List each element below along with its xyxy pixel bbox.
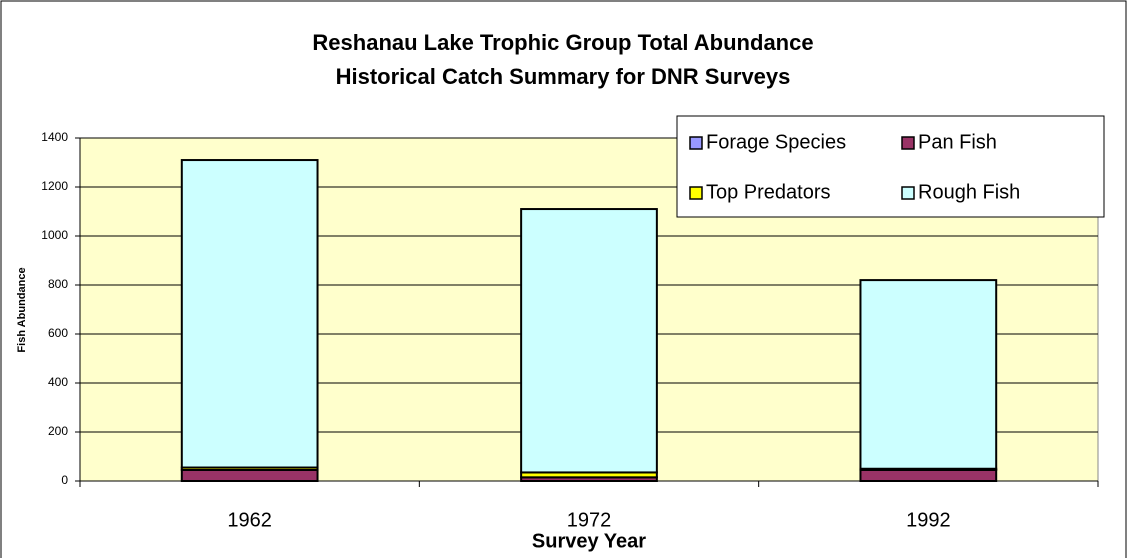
x-tick-label: 1992: [906, 509, 951, 531]
x-tick-label: 1972: [567, 509, 612, 531]
y-tick-label: 600: [48, 326, 68, 340]
y-tick-label: 800: [48, 277, 68, 291]
chart-subtitle: Historical Catch Summary for DNR Surveys: [336, 64, 791, 89]
legend-label: Top Predators: [706, 181, 831, 203]
legend-swatch: [901, 186, 915, 200]
bar-segment: [520, 208, 658, 474]
legend-swatch: [689, 186, 703, 200]
x-axis-label: Survey Year: [532, 530, 646, 552]
legend-label: Forage Species: [706, 131, 846, 153]
y-tick-label: 200: [48, 424, 68, 438]
bar-segment: [859, 468, 998, 483]
legend-label: Pan Fish: [918, 131, 997, 153]
y-tick-label: 400: [48, 375, 68, 389]
bar-segment: [180, 468, 319, 483]
y-tick-label: 0: [61, 473, 68, 487]
bar-segment: [180, 159, 319, 469]
x-tick-label: 1962: [227, 509, 272, 531]
bar-segment: [859, 279, 998, 470]
legend-box: [676, 115, 1105, 218]
legend-swatch: [901, 136, 915, 150]
chart-title: Reshanau Lake Trophic Group Total Abunda…: [312, 30, 813, 55]
y-tick-label: 1400: [41, 130, 68, 144]
legend-swatch: [689, 136, 703, 150]
y-axis-label: Fish Abundance: [16, 267, 28, 352]
y-tick-label: 1200: [41, 179, 68, 193]
legend-label: Rough Fish: [918, 181, 1020, 203]
y-tick-label: 1000: [41, 228, 68, 242]
